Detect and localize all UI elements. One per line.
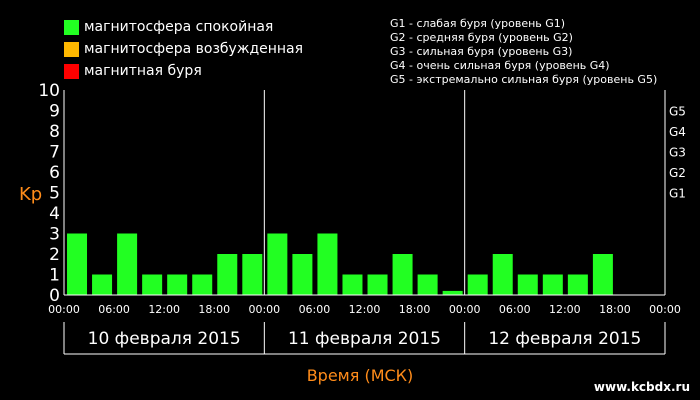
- y-tick-label-6: 6: [49, 163, 60, 183]
- legend-item-excited: магнитосфера возбужденная: [64, 38, 303, 60]
- bar-0: [67, 233, 88, 295]
- legend-label-excited: магнитосфера возбужденная: [84, 41, 304, 57]
- storm-level-g3: G3 - сильная буря (уровень G3): [390, 45, 573, 58]
- x-tick-label-8: 00:00: [449, 303, 481, 316]
- x-tick-label-2: 12:00: [148, 303, 180, 316]
- right-tick-label-g4: G4: [669, 125, 686, 139]
- bar-6: [217, 254, 238, 295]
- day-label-1: 11 февраля 2015: [288, 329, 441, 349]
- y-tick-label-9: 9: [49, 102, 60, 122]
- x-tick-label-3: 18:00: [198, 303, 230, 316]
- right-tick-label-g5: G5: [669, 105, 686, 119]
- right-tick-label-g1: G1: [669, 187, 686, 201]
- day-label-2: 12 февраля 2015: [488, 329, 641, 349]
- x-axis-title: Время (МСК): [307, 366, 414, 385]
- legend-item-storm: магнитная буря: [64, 60, 303, 82]
- legend-swatch-excited: [64, 41, 79, 57]
- y-tick-label-5: 5: [49, 184, 60, 204]
- bar-18: [517, 274, 538, 295]
- x-tick-label-4: 00:00: [248, 303, 280, 316]
- x-tick-label-10: 12:00: [549, 303, 581, 316]
- legend-swatch-quiet: [64, 19, 79, 35]
- activity-legend: магнитосфера спокойная магнитосфера возб…: [64, 16, 303, 82]
- x-tick-label-12: 00:00: [649, 303, 681, 316]
- x-tick-label-11: 18:00: [599, 303, 631, 316]
- y-tick-label-10: 10: [38, 81, 60, 101]
- bar-17: [492, 254, 513, 295]
- y-tick-label-0: 0: [49, 286, 60, 306]
- bar-4: [167, 274, 188, 295]
- storm-level-g2: G2 - средняя буря (уровень G2): [390, 31, 573, 44]
- bar-1: [92, 274, 113, 295]
- bar-15: [442, 290, 463, 295]
- storm-level-g4: G4 - очень сильная буря (уровень G4): [390, 59, 610, 72]
- x-tick-label-6: 12:00: [349, 303, 381, 316]
- legend-swatch-storm: [64, 63, 79, 79]
- bar-12: [367, 274, 388, 295]
- right-tick-label-g3: G3: [669, 146, 686, 160]
- bar-9: [292, 254, 313, 295]
- bar-5: [192, 274, 213, 295]
- day-label-0: 10 февраля 2015: [88, 329, 241, 349]
- x-tick-label-9: 06:00: [499, 303, 531, 316]
- bar-3: [142, 274, 163, 295]
- x-tick-label-0: 00:00: [48, 303, 80, 316]
- y-tick-label-2: 2: [49, 245, 60, 265]
- y-tick-label-8: 8: [49, 122, 60, 142]
- storm-level-legend: G1 - слабая буря (уровень G1) G2 - средн…: [390, 17, 657, 87]
- bar-2: [117, 233, 138, 295]
- bar-11: [342, 274, 363, 295]
- right-tick-label-g2: G2: [669, 166, 686, 180]
- bar-21: [592, 254, 613, 295]
- legend-label-storm: магнитная буря: [84, 63, 202, 79]
- storm-level-g1: G1 - слабая буря (уровень G1): [390, 17, 566, 30]
- bar-14: [417, 274, 438, 295]
- bar-8: [267, 233, 288, 295]
- bar-16: [467, 274, 488, 295]
- storm-level-g5: G5 - экстремально сильная буря (уровень …: [390, 73, 658, 86]
- legend-label-quiet: магнитосфера спокойная: [84, 19, 274, 35]
- y-tick-label-3: 3: [49, 225, 60, 245]
- bar-10: [317, 233, 338, 295]
- y-tick-label-1: 1: [49, 266, 60, 286]
- bar-20: [567, 274, 588, 295]
- bar-13: [392, 254, 413, 295]
- legend-item-quiet: магнитосфера спокойная: [64, 16, 303, 38]
- site-watermark: www.kcbdx.ru: [593, 380, 690, 394]
- y-tick-label-4: 4: [49, 204, 60, 224]
- bar-7: [242, 254, 263, 295]
- x-tick-label-5: 06:00: [299, 303, 331, 316]
- x-tick-label-7: 18:00: [399, 303, 431, 316]
- x-tick-label-1: 06:00: [98, 303, 130, 316]
- y-tick-label-7: 7: [49, 143, 60, 163]
- bar-19: [542, 274, 563, 295]
- y-axis-title: Kp: [19, 184, 42, 205]
